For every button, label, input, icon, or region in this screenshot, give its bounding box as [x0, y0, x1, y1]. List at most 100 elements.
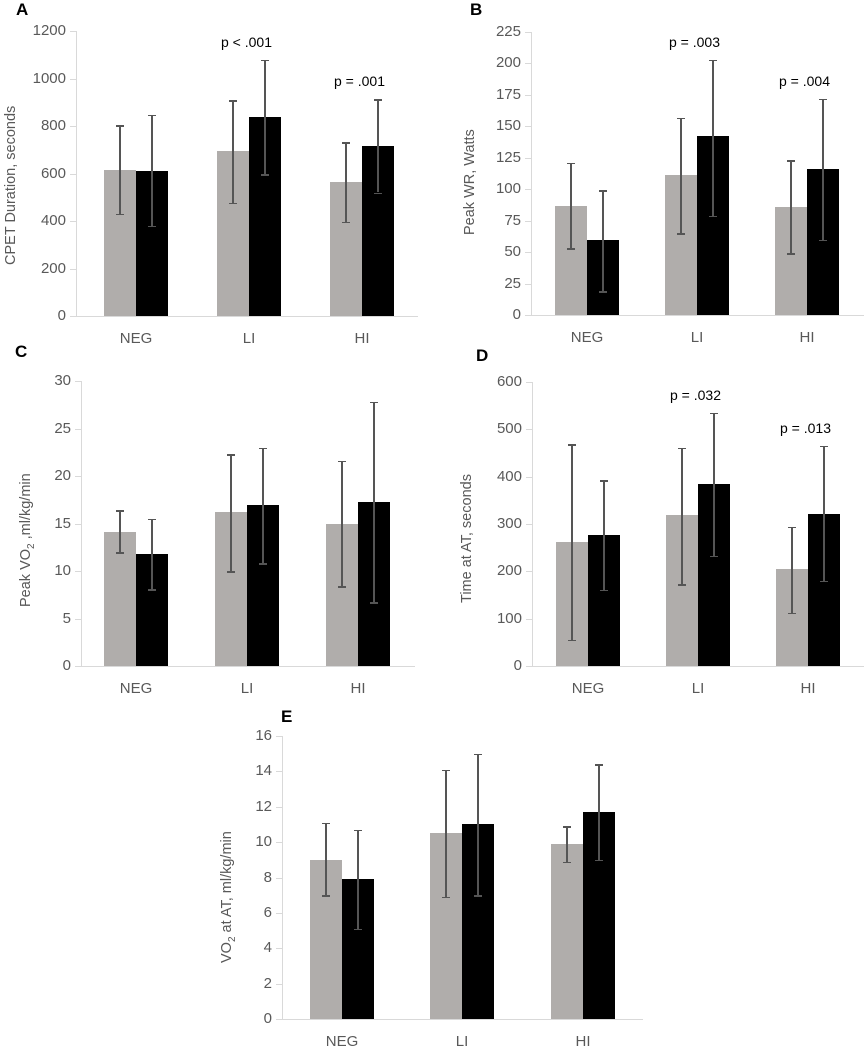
y-tick [75, 428, 81, 430]
error-cap-top [322, 822, 330, 825]
error-cap-bottom [374, 192, 382, 194]
error-cap-top [710, 412, 718, 415]
error-cap-top [442, 769, 450, 772]
y-tick [70, 126, 76, 127]
y-tick [525, 283, 531, 285]
error-bar [230, 454, 232, 571]
error-cap-bottom [261, 174, 269, 176]
error-cap-bottom [148, 225, 156, 228]
error-cap-bottom [259, 563, 267, 565]
error-bar [445, 769, 447, 897]
panel-letter-b: B [470, 0, 483, 19]
y-tick-label: 8 [263, 868, 272, 886]
error-cap-top [338, 460, 346, 463]
y-tick-label: 0 [57, 307, 66, 324]
p-value-annotation: p = .003 [669, 33, 720, 50]
error-bar [377, 99, 379, 193]
y-tick-label: 1200 [32, 22, 66, 39]
error-cap-bottom [710, 555, 718, 558]
y-tick-label: 10 [54, 562, 71, 579]
error-bar [680, 117, 682, 234]
error-cap-bottom [819, 239, 827, 242]
y-tick-label: 200 [495, 54, 521, 72]
error-cap-top [354, 829, 362, 832]
panel-letter-d: D [476, 346, 489, 365]
y-tick-label: 12 [255, 797, 272, 815]
error-cap-top [374, 99, 382, 101]
p-value-annotation: p = .032 [670, 386, 721, 403]
y-tick [526, 666, 532, 667]
error-cap-top [148, 114, 156, 117]
y-tick [75, 476, 81, 477]
x-category-label: HI [350, 680, 366, 697]
y-tick [276, 771, 282, 773]
error-bar [570, 162, 572, 249]
error-cap-bottom [474, 895, 482, 897]
error-bar [325, 822, 327, 896]
y-tick [276, 842, 282, 844]
y-tick-label: 0 [512, 306, 521, 323]
y-axis-title-text: Time at AT, seconds [459, 474, 475, 603]
x-category-label: NEG [570, 329, 604, 346]
y-tick-label: 5 [62, 609, 71, 627]
y-axis-title-c: Peak VO2 ,ml/kg/min [18, 473, 37, 607]
error-bar [598, 764, 600, 860]
p-value-annotation: p < .001 [221, 33, 272, 50]
y-tick [525, 189, 531, 191]
error-cap-top [563, 826, 571, 828]
error-bar [264, 59, 266, 175]
y-tick-label: 25 [54, 419, 71, 437]
y-tick-label: 1000 [32, 69, 66, 87]
error-bar [790, 160, 792, 254]
y-tick-label: 400 [496, 467, 522, 485]
y-tick [70, 173, 76, 175]
y-tick-label: 50 [504, 243, 521, 261]
y-tick-label: 100 [496, 609, 522, 627]
x-category-label: HI [800, 680, 816, 697]
y-tick-label: 100 [495, 180, 521, 198]
error-bar [262, 447, 264, 564]
y-tick-label: 600 [40, 164, 66, 182]
error-cap-top [820, 445, 828, 448]
x-category-label: LI [691, 680, 705, 697]
error-cap-bottom [442, 896, 450, 899]
y-tick-label: 75 [504, 211, 521, 229]
error-cap-bottom [567, 248, 575, 250]
y-axis-title-subscript: 2 [25, 543, 37, 549]
y-tick-label: 175 [495, 85, 521, 103]
error-cap-bottom [116, 552, 124, 554]
y-tick-label: 20 [54, 467, 71, 484]
y-tick [276, 912, 282, 914]
error-cap-top [568, 444, 576, 446]
y-tick-label: 0 [263, 1010, 272, 1027]
error-cap-top [787, 160, 795, 162]
x-axis-e [276, 1019, 643, 1020]
error-cap-top [678, 447, 686, 450]
error-bar [566, 826, 568, 862]
error-cap-bottom [116, 213, 124, 216]
y-tick-label: 0 [62, 657, 71, 674]
error-cap-top [229, 100, 237, 102]
y-tick-label: 500 [496, 420, 522, 438]
p-value-annotation: p = .001 [334, 73, 385, 90]
error-cap-bottom [599, 291, 607, 293]
x-axis-d [526, 666, 864, 667]
y-tick-label: 4 [263, 939, 272, 957]
error-cap-top [567, 162, 575, 165]
y-tick-label: 225 [495, 23, 521, 40]
error-bar [791, 526, 793, 613]
y-tick-label: 6 [263, 903, 272, 921]
y-tick [525, 220, 531, 222]
error-cap-top [599, 190, 607, 192]
y-tick-label: 14 [255, 762, 272, 780]
error-bar [232, 100, 234, 203]
x-category-label: LI [242, 330, 256, 347]
y-tick [75, 618, 81, 620]
error-cap-bottom [227, 571, 235, 573]
y-tick [70, 268, 76, 270]
p-value-annotation: p = .004 [779, 72, 830, 89]
error-cap-top [677, 117, 685, 120]
x-category-label: LI [240, 680, 254, 697]
y-axis-e [282, 736, 283, 1019]
error-cap-bottom [338, 586, 346, 588]
